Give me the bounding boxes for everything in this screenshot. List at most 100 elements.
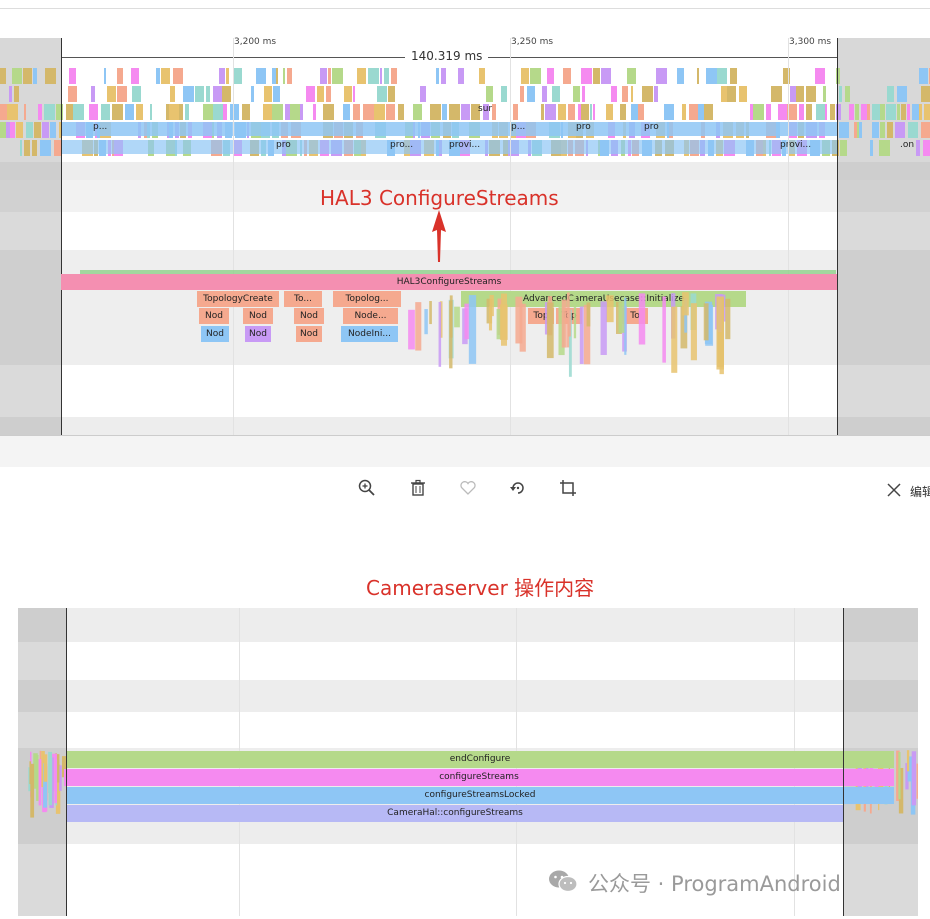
slice-node[interactable]: Nod [199,308,229,324]
slice-node[interactable]: Nod [245,326,271,342]
lane[interactable] [18,712,918,748]
slice-hal3-configure-streams[interactable]: HAL3ConfigureStreams [61,274,837,290]
slice-node[interactable]: Nod [243,308,273,324]
slice-node-init[interactable]: NodeIni... [341,326,398,342]
nested-slice [600,301,607,355]
cpu-slice [721,86,727,102]
cpu-slice [179,104,183,120]
cpu-slice [14,86,19,102]
cpu-slice [16,122,23,138]
selection-end-line[interactable] [843,608,844,916]
cpu-slice [717,68,727,84]
cpu-slice [287,68,292,84]
scroll-area[interactable] [0,435,930,467]
arrow-up-icon [432,210,446,262]
selection-start-line[interactable] [61,38,62,435]
cpu-slice [521,68,529,84]
slice-camerahal-configure-streams[interactable]: CameraHal::configureStreams [66,805,844,822]
cpu-slice [353,104,360,120]
cpu-slice [924,104,930,120]
edge-slice [61,756,66,778]
cpu-slice [54,140,61,156]
selection-start-line[interactable] [66,608,67,916]
cpu-slice [0,68,6,84]
cpu-slice [799,104,804,120]
slice-configure-streams-locked[interactable]: configureStreamsLocked [66,787,894,804]
cpu-slice [578,104,581,120]
cpu-slice [501,86,507,102]
thread-state-bar [80,270,836,274]
cpu-slice [234,68,242,84]
cpu-slice-band [61,122,837,136]
rotate-icon[interactable] [507,479,529,501]
cpu-slice [787,104,797,120]
cpu-slice [593,68,600,84]
edit-button[interactable]: 编辑 [886,482,930,500]
lane[interactable] [0,180,930,212]
cpu-slice [545,104,556,120]
slice-node[interactable]: Nod [201,326,229,342]
cpu-slice [42,122,49,138]
grid-line [510,38,511,435]
cpu-slice [125,104,134,120]
lane[interactable] [18,844,918,916]
cpu-slice [332,68,343,84]
tick-label: 3,300 ms [789,37,832,47]
nested-slice [579,306,584,364]
slice-node[interactable]: Nod [296,326,322,342]
selection-end-line[interactable] [837,38,838,435]
lane[interactable] [0,162,930,180]
edge-slice [907,756,913,782]
mini-label: pro [276,140,291,150]
cpu-slice [590,104,592,120]
cpu-slice [44,104,55,120]
ruler-shade-left [0,38,61,66]
annotation-cameraserver: Cameraserver 操作内容 [366,576,595,600]
trash-icon[interactable] [407,479,429,501]
nested-slice [515,296,523,344]
cpu-slice [117,68,123,84]
cpu-slice [568,104,575,120]
cpu-slice [682,104,686,120]
cpu-slice [778,104,787,120]
cpu-slice [541,104,544,120]
mini-label: .on [900,140,915,150]
heart-icon[interactable] [457,479,479,501]
grid-line [233,38,234,435]
cpu-slice [161,68,170,84]
nested-slice [618,302,626,333]
lane[interactable] [18,608,918,642]
cpu-slice [916,140,920,156]
nested-slice [488,306,493,331]
mini-label: provi... [449,140,481,150]
slice-configure-streams[interactable]: configureStreams [64,769,894,786]
lane[interactable] [0,417,930,435]
cpu-slice [290,104,300,120]
cpu-slice [32,140,37,156]
cpu-slice [664,104,674,120]
slice-node[interactable]: Node... [343,308,398,324]
slice-topology-create[interactable]: TopologyCreate [197,291,279,307]
zoom-in-icon[interactable] [356,479,378,501]
nested-slice [424,309,428,335]
cpu-slice [845,86,850,102]
lane[interactable] [18,642,918,680]
lane[interactable] [0,212,930,250]
cpu-slice [606,104,613,120]
lane[interactable] [18,680,918,712]
mini-label: provi... [780,140,812,150]
slice-node[interactable]: Nod [294,308,324,324]
cpu-slice [919,104,922,120]
slice-end-configure[interactable]: endConfigure [66,751,894,768]
cpu-slice [273,86,280,102]
nested-slice [468,295,477,364]
lane[interactable] [0,365,930,417]
slice-topology[interactable]: To... [284,291,322,307]
cpu-slice [183,86,194,102]
slice-topology[interactable]: Topolog... [333,291,401,307]
mini-label: pro [576,122,591,132]
cpu-slice [132,86,141,102]
cpu-slice [386,104,395,120]
crop-icon[interactable] [557,479,579,501]
cpu-slice [895,122,905,138]
